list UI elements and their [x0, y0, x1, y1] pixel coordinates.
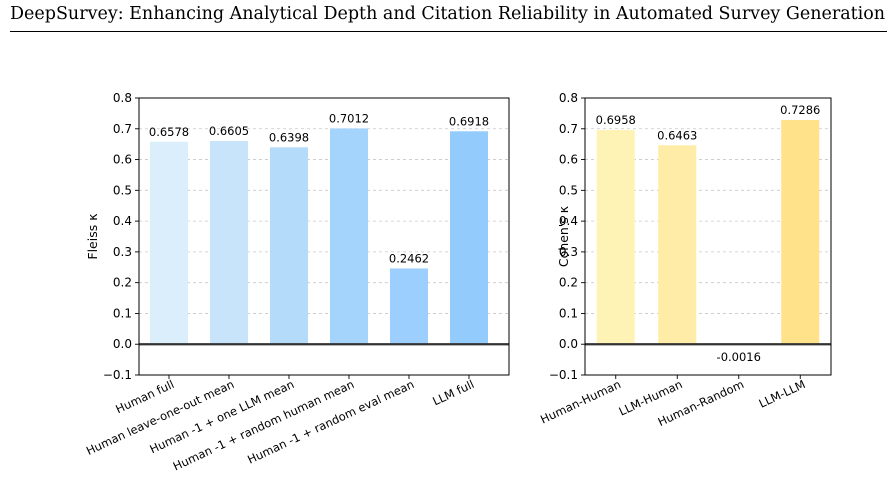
y-tick-label: 0.0 — [113, 337, 132, 351]
y-axis-label: Cohen's κ — [556, 205, 571, 267]
data-label: 0.6463 — [657, 128, 697, 142]
x-tick-label: LLM full — [430, 377, 476, 408]
y-tick-label: 0.4 — [113, 214, 132, 228]
x-tick-label: LLM-LLM — [757, 377, 808, 411]
y-tick-label: 0.2 — [113, 276, 132, 290]
y-tick-label: 0.0 — [559, 337, 578, 351]
data-label: 0.6398 — [269, 130, 309, 144]
running-head-title: DeepSurvey: Enhancing Analytical Depth a… — [10, 4, 886, 24]
chart-panel-2: −0.1 0.0 0.1 0.2 0.3 0.4 0.5 0.6 0.7 0.8 0.6958 Hum… — [538, 91, 832, 429]
data-label: 0.7012 — [329, 111, 369, 125]
data-label: 0.7286 — [780, 103, 820, 117]
data-label: 0.2462 — [389, 251, 429, 265]
y-tick-label: −0.1 — [103, 368, 132, 382]
data-label: -0.0016 — [717, 350, 761, 364]
y-tick-label: 0.4 — [559, 214, 578, 228]
data-label: 0.6605 — [209, 124, 249, 138]
chart-panel-1: −0.10.00.10.20.30.40.50.60.70.80.6578Hum… — [84, 91, 510, 473]
x-tick-label: Human-Human — [538, 377, 623, 427]
y-tick-label: 0.3 — [113, 245, 132, 259]
bar — [150, 141, 188, 345]
y-tick-label: 0.1 — [559, 306, 578, 320]
y-tick-label: −0.1 — [549, 368, 578, 382]
data-label: 0.6958 — [596, 113, 636, 127]
y-tick-label: 0.3 — [559, 245, 578, 259]
bar — [658, 145, 697, 345]
y-tick-label: 0.6 — [559, 153, 578, 167]
bar — [596, 130, 635, 345]
plot-frame — [584, 97, 832, 376]
header-rule — [10, 31, 887, 32]
y-tick-label: 0.6 — [113, 153, 132, 167]
bar — [450, 131, 488, 345]
y-tick-label: 0.8 — [113, 91, 132, 105]
y-tick-label: 0.5 — [113, 183, 132, 197]
y-tick-label: 0.1 — [113, 306, 132, 320]
y-tick-label: 0.7 — [113, 122, 132, 136]
y-tick-label: 0.5 — [559, 183, 578, 197]
plot-frame — [138, 97, 510, 376]
data-label: 0.6918 — [449, 114, 489, 128]
bar — [210, 140, 248, 345]
bar — [270, 147, 308, 345]
y-tick-label: 0.7 — [559, 122, 578, 136]
data-label: 0.6578 — [149, 125, 189, 139]
y-tick-label: 0.2 — [559, 276, 578, 290]
bar — [390, 268, 428, 345]
y-axis-label: Fleiss κ — [85, 213, 100, 260]
y-tick-label: 0.8 — [559, 91, 578, 105]
bar — [781, 119, 820, 345]
bar — [330, 128, 368, 345]
